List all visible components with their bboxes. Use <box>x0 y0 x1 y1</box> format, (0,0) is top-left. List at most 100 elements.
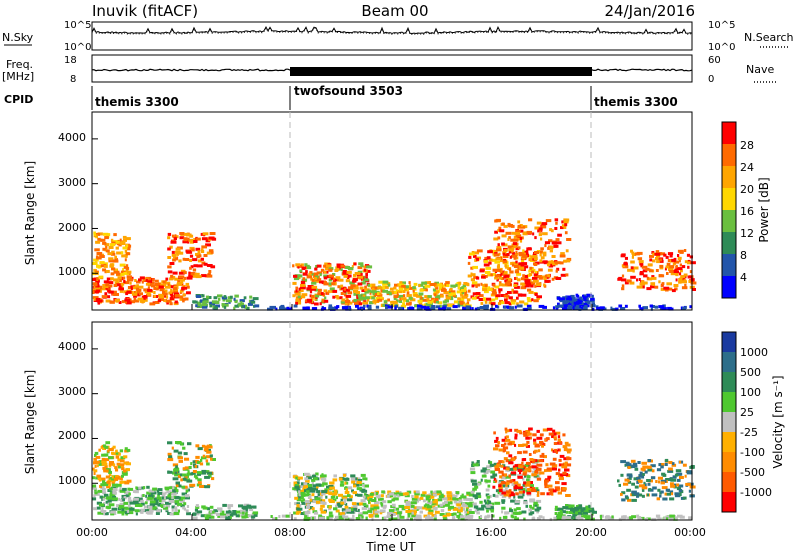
velocity-cell <box>555 488 559 492</box>
velocity-cell <box>129 487 134 491</box>
power-cbar-12 <box>722 210 736 232</box>
velocity-cell <box>660 481 665 485</box>
power-cell <box>654 305 659 309</box>
power-cell <box>517 220 521 224</box>
velocity-cell <box>138 486 142 490</box>
velocity-cell <box>511 479 516 482</box>
power-cell <box>501 301 505 305</box>
velocity-cell <box>183 502 187 506</box>
velocity-cell <box>529 481 533 484</box>
velocity-cell <box>484 469 491 473</box>
velocity-cell <box>146 491 152 495</box>
power-cell <box>174 234 177 238</box>
power-cell <box>188 274 194 278</box>
power-cell <box>295 289 298 293</box>
velocity-cell <box>209 505 214 509</box>
velocity-cell <box>574 507 579 511</box>
velocity-cell <box>355 483 360 487</box>
beam-title: Beam 00 <box>361 2 428 20</box>
power-cell <box>386 290 391 294</box>
power-cell <box>487 273 494 277</box>
power-cell <box>429 283 436 286</box>
velocity-cell <box>365 504 369 508</box>
velocity-cell <box>407 490 412 494</box>
power-cell <box>166 301 169 305</box>
power-cell <box>499 270 505 274</box>
power-cell <box>615 307 619 311</box>
velocity-cell <box>458 497 462 500</box>
power-cell <box>396 299 399 303</box>
power-cell <box>314 302 319 306</box>
velocity-cell <box>462 502 468 506</box>
velocity-cell <box>217 507 223 511</box>
velocity-cell <box>356 481 362 484</box>
velocity-cell <box>510 499 516 503</box>
power-cell <box>326 264 332 268</box>
power-cell <box>505 255 509 258</box>
velocity-cell <box>204 475 210 479</box>
velocity-cell <box>465 506 469 510</box>
power-cell <box>308 272 312 276</box>
velocity-cell <box>98 462 105 466</box>
cpid-segment-3: themis 3300 <box>594 95 678 109</box>
power-cell <box>173 290 179 294</box>
velocity-cell <box>351 502 357 506</box>
vel-cbar-7 <box>722 452 736 472</box>
power-cell <box>348 301 353 305</box>
power-cell <box>118 301 122 304</box>
velocity-cell <box>505 438 511 442</box>
power-cell <box>123 238 127 242</box>
power-cell <box>689 270 693 274</box>
power-cell <box>517 226 520 230</box>
velocity-cell <box>344 517 350 521</box>
velocity-cell <box>220 515 226 519</box>
power-cell <box>97 301 101 305</box>
power-cell <box>223 305 227 309</box>
velocity-cell <box>669 517 674 521</box>
power-cell <box>533 273 539 277</box>
velocity-cell <box>125 506 131 510</box>
velocity-cell <box>494 439 499 443</box>
velocity-cell <box>510 491 514 495</box>
velocity-cell <box>102 487 106 491</box>
power-cell <box>198 254 202 258</box>
power-cell <box>547 246 550 250</box>
power-cell <box>442 300 447 304</box>
power-cell <box>569 300 575 304</box>
velocity-cell <box>110 477 114 481</box>
velocity-cell <box>478 507 485 511</box>
velocity-cell <box>549 517 553 521</box>
velocity-cell <box>300 491 306 495</box>
power-cell <box>478 294 484 298</box>
velocity-cell <box>197 447 203 451</box>
power-cell <box>434 298 439 301</box>
power-cell <box>427 300 433 304</box>
velocity-cell <box>639 484 645 488</box>
power-cell <box>393 286 397 290</box>
power-cell <box>398 290 402 294</box>
power-cell <box>677 249 684 253</box>
velocity-cell <box>362 502 367 506</box>
velocity-cell <box>316 485 319 489</box>
power-cell <box>556 296 561 300</box>
power-cell <box>352 278 358 282</box>
velocity-cell <box>120 480 127 484</box>
power-cbar-28 <box>722 122 736 144</box>
power-cell <box>516 296 519 300</box>
velocity-cell <box>644 517 649 521</box>
velocity-cell <box>554 505 558 509</box>
velocity-cell <box>241 515 247 519</box>
velocity-cell <box>386 515 390 519</box>
velocity-cell <box>546 427 553 431</box>
power-cell <box>512 251 515 255</box>
velocity-cell <box>105 475 111 479</box>
velocity-cell <box>194 508 198 512</box>
power-cell <box>535 283 542 287</box>
velocity-cell <box>515 492 519 496</box>
velocity-cell <box>536 472 541 476</box>
power-cell <box>445 299 449 303</box>
power-cell <box>482 297 486 301</box>
power-cell <box>102 241 107 245</box>
power-cell <box>317 288 322 292</box>
velocity-cell <box>679 493 682 496</box>
